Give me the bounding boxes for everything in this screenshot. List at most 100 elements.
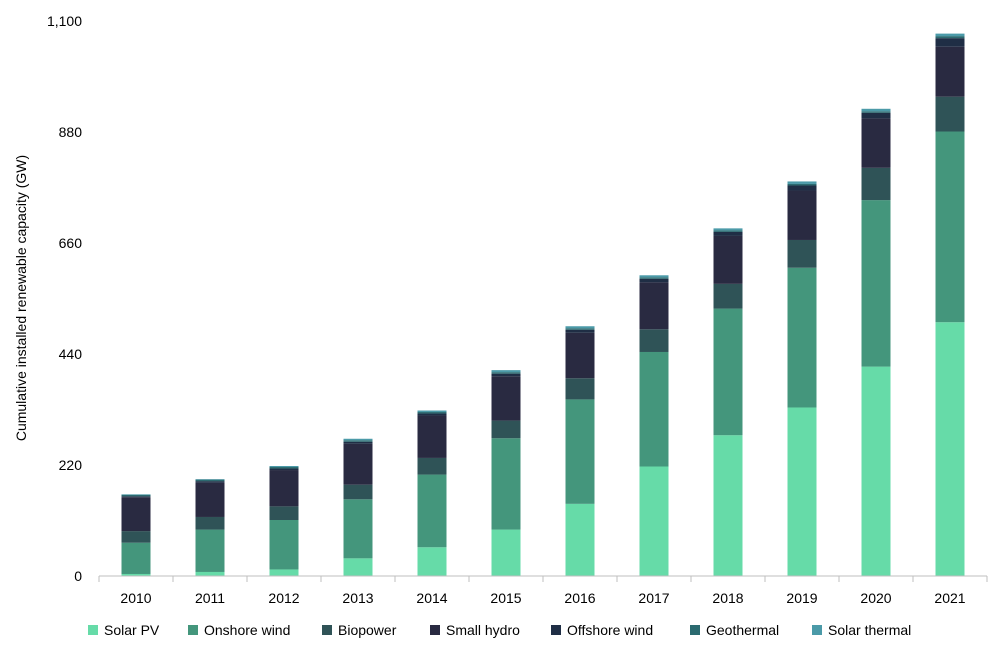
y-tick-labels: 0 220 440 660 880 1,100 bbox=[47, 13, 82, 584]
bar-segment-biopower bbox=[121, 531, 151, 543]
bar-segment-small-hydro bbox=[861, 118, 891, 168]
bar-segment-geothermal bbox=[639, 277, 669, 279]
bar-segment-solar-thermal bbox=[861, 108, 891, 112]
bar-segment-onshore-wind bbox=[121, 542, 151, 574]
bar-segment-solar-thermal bbox=[195, 479, 225, 480]
bar-segment-solar-pv bbox=[639, 466, 669, 576]
bar-segment-onshore-wind bbox=[787, 267, 817, 408]
bar-segment-solar-thermal bbox=[417, 410, 447, 413]
x-tick-label: 2011 bbox=[195, 590, 225, 606]
bar-segment-biopower bbox=[565, 378, 595, 400]
legend-label: Solar PV bbox=[104, 622, 160, 638]
bar-segment-small-hydro bbox=[713, 235, 743, 284]
bar-segment-offshore-wind bbox=[787, 185, 817, 191]
bar-segment-offshore-wind bbox=[195, 481, 225, 483]
bar-segment-biopower bbox=[417, 457, 447, 475]
bar-segment-small-hydro bbox=[417, 415, 447, 458]
bar-segment-offshore-wind bbox=[417, 413, 447, 416]
bar-segment-onshore-wind bbox=[491, 438, 521, 530]
bar-segment-biopower bbox=[491, 420, 521, 439]
bar-segment-solar-pv bbox=[935, 322, 965, 576]
bar-segment-small-hydro bbox=[565, 332, 595, 379]
y-tick-label: 0 bbox=[74, 568, 82, 584]
legend-swatch bbox=[322, 625, 332, 635]
bar-segment-small-hydro bbox=[787, 190, 817, 240]
bar-segment-onshore-wind bbox=[935, 131, 965, 323]
x-tick-label: 2019 bbox=[786, 590, 817, 606]
bar-segment-biopower bbox=[713, 283, 743, 309]
bar-segment-geothermal bbox=[269, 467, 299, 469]
bars bbox=[121, 33, 965, 576]
x-tick-label: 2014 bbox=[416, 590, 447, 606]
bar-segment-solar-pv bbox=[491, 529, 521, 576]
legend-swatch bbox=[88, 625, 98, 635]
bar-segment-geothermal bbox=[121, 494, 151, 497]
bar-segment-solar-pv bbox=[121, 573, 151, 576]
bar-segment-offshore-wind bbox=[861, 112, 891, 119]
bar-segment-biopower bbox=[639, 329, 669, 352]
bar-segment-geothermal bbox=[565, 328, 595, 330]
x-tick-label: 2016 bbox=[564, 590, 595, 606]
y-tick-label: 660 bbox=[59, 235, 83, 251]
bar-segment-onshore-wind bbox=[861, 200, 891, 367]
y-axis-title: Cumulative installed renewable capacity … bbox=[13, 155, 29, 441]
bar-segment-solar-thermal bbox=[787, 181, 817, 184]
bar-segment-solar-thermal bbox=[713, 228, 743, 231]
x-tick-labels: 2010 2011 2012 2013 2014 2015 2016 2017 2018 2019… bbox=[120, 590, 965, 606]
y-tick-label: 1,100 bbox=[47, 13, 82, 29]
legend-label: Onshore wind bbox=[204, 622, 290, 638]
x-tick-label: 2021 bbox=[934, 590, 965, 606]
bar-segment-onshore-wind bbox=[565, 399, 595, 504]
bar-segment-offshore-wind bbox=[565, 329, 595, 333]
bar-segment-small-hydro bbox=[195, 482, 225, 517]
bar-segment-onshore-wind bbox=[269, 519, 299, 570]
bar-segment-biopower bbox=[935, 96, 965, 132]
bar-segment-geothermal bbox=[861, 111, 891, 113]
x-tick-label: 2010 bbox=[120, 590, 151, 606]
bar-segment-onshore-wind bbox=[195, 529, 225, 572]
legend-label: Geothermal bbox=[706, 622, 779, 638]
y-tick-label: 440 bbox=[59, 346, 83, 362]
bar-segment-solar-pv bbox=[417, 547, 447, 576]
bar-segment-onshore-wind bbox=[343, 499, 373, 559]
y-tick-label: 220 bbox=[59, 457, 83, 473]
bar-segment-geothermal bbox=[491, 372, 521, 374]
legend-label: Small hydro bbox=[446, 622, 520, 638]
bar-segment-biopower bbox=[269, 506, 299, 520]
bar-segment-offshore-wind bbox=[713, 231, 743, 236]
x-tick-marks bbox=[98, 576, 988, 582]
x-tick-label: 2015 bbox=[490, 590, 521, 606]
legend-swatch bbox=[812, 625, 822, 635]
bar-segment-solar-thermal bbox=[565, 326, 595, 329]
bar-segment-offshore-wind bbox=[491, 373, 521, 377]
bar-segment-biopower bbox=[343, 484, 373, 500]
bar-segment-solar-thermal bbox=[935, 33, 965, 37]
bar-segment-onshore-wind bbox=[417, 474, 447, 548]
bar-segment-solar-thermal bbox=[269, 466, 299, 468]
bar-segment-offshore-wind bbox=[639, 278, 669, 283]
legend: Solar PV Onshore wind Biopower Small hydro O… bbox=[88, 622, 911, 638]
legend-swatch bbox=[551, 625, 561, 635]
bar-segment-solar-thermal bbox=[491, 370, 521, 373]
legend-swatch bbox=[690, 625, 700, 635]
bar-segment-geothermal bbox=[713, 230, 743, 232]
bar-segment-geothermal bbox=[417, 412, 447, 414]
bar-segment-solar-pv bbox=[269, 569, 299, 576]
bar-segment-solar-pv bbox=[565, 503, 595, 576]
bar-segment-solar-pv bbox=[195, 571, 225, 576]
x-tick-label: 2012 bbox=[268, 590, 299, 606]
bar-segment-onshore-wind bbox=[713, 308, 743, 436]
bar-segment-solar-pv bbox=[713, 435, 743, 576]
bar-segment-geothermal bbox=[935, 36, 965, 39]
bar-segment-offshore-wind bbox=[935, 38, 965, 47]
bar-segment-small-hydro bbox=[935, 46, 965, 97]
bar-segment-solar-pv bbox=[343, 558, 373, 576]
bar-segment-small-hydro bbox=[491, 376, 521, 421]
x-tick-label: 2017 bbox=[638, 590, 669, 606]
bar-segment-biopower bbox=[195, 516, 225, 530]
bar-segment-small-hydro bbox=[343, 443, 373, 485]
bar-segment-geothermal bbox=[787, 183, 817, 186]
y-tick-label: 880 bbox=[59, 124, 83, 140]
bar-segment-offshore-wind bbox=[343, 441, 373, 444]
